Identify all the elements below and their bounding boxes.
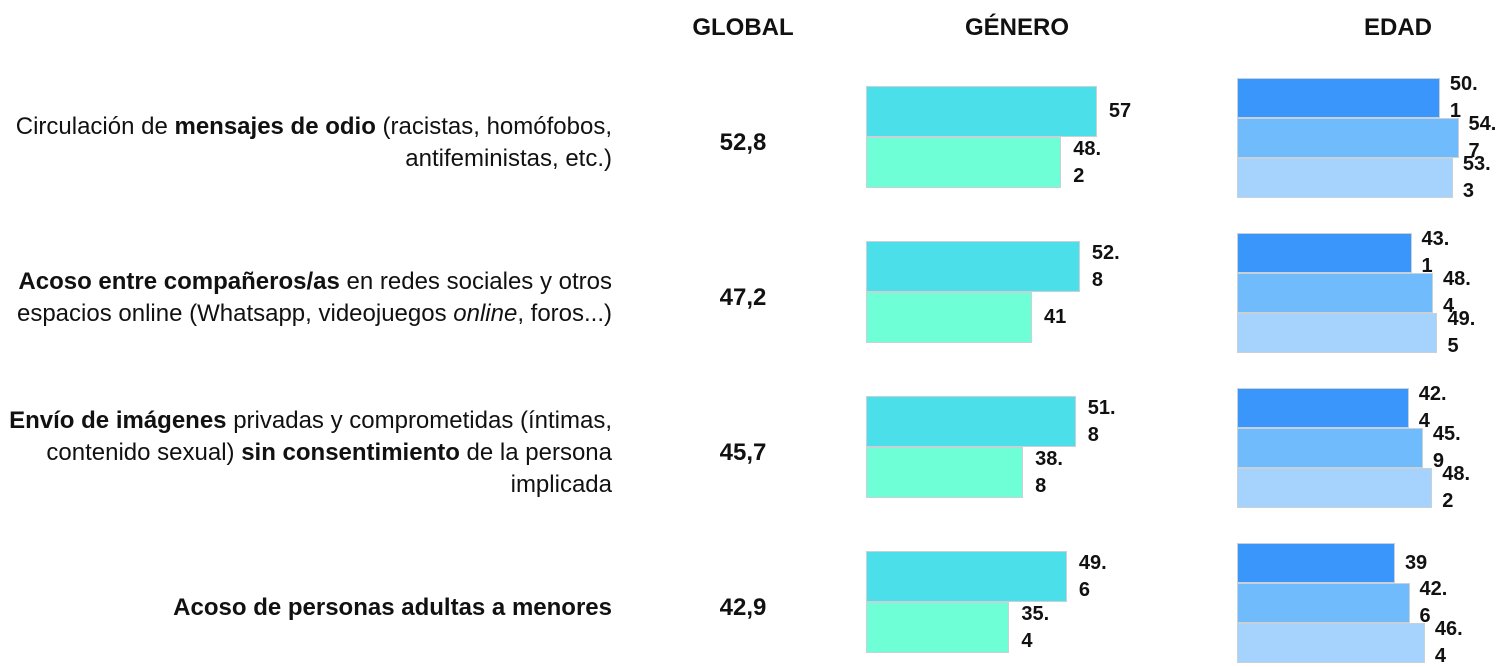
- label-part: Circulación de: [15, 113, 175, 140]
- age-bar: [1237, 158, 1453, 198]
- value-label: 43.1: [1421, 228, 1450, 277]
- gender-bar: [866, 292, 1033, 343]
- value-label: 49.5: [1447, 308, 1476, 357]
- value-label: 46.4: [1434, 618, 1463, 667]
- value-label: 45.9: [1432, 423, 1461, 472]
- value-label: 41: [1044, 306, 1067, 328]
- value-label: 35.4: [1021, 602, 1050, 652]
- global-value: 42,9: [719, 594, 767, 621]
- label-part: online: [453, 300, 518, 327]
- gender-bar: [866, 137, 1062, 188]
- age-bar: [1237, 468, 1433, 508]
- category-text: Envío de imágenes privadas y comprometid…: [0, 405, 612, 501]
- value-label: 50.1: [1449, 73, 1478, 122]
- value-label: 52.8: [1091, 241, 1120, 291]
- gender-bar: [866, 396, 1076, 447]
- category-label: Acoso de personas adultas a menores: [0, 533, 612, 667]
- value-label: 42.6: [1419, 578, 1448, 627]
- value-label: 54.7: [1468, 113, 1497, 162]
- gender-bar: [866, 602, 1010, 653]
- global-value: 47,2: [719, 284, 767, 311]
- header: GLOBAL: [692, 14, 794, 41]
- gender-bar: [866, 447, 1024, 498]
- age-bar: [1237, 543, 1395, 583]
- gender-bar: [866, 86, 1097, 137]
- age-bar: [1237, 313, 1438, 353]
- category-label: Envío de imágenes privadas y comprometid…: [0, 378, 612, 528]
- age-bar: [1237, 273, 1434, 313]
- label-part: sin consentimiento: [241, 439, 460, 466]
- label-part: en redes sociales y otros espacios onlin…: [16, 268, 612, 327]
- category-label: Acoso entre compañeros/as en redes socia…: [0, 223, 612, 373]
- category-text: Acoso entre compañeros/as en redes socia…: [0, 266, 612, 330]
- value-label: 48.2: [1442, 463, 1471, 512]
- age-bar: [1237, 623, 1425, 663]
- value-label: 53.3: [1462, 153, 1491, 202]
- age-bar: [1237, 233, 1412, 273]
- value-label: 51.8: [1087, 396, 1116, 446]
- header: GÉNERO: [964, 14, 1069, 41]
- age-bar: [1237, 428, 1423, 468]
- global-value: 52,8: [719, 129, 767, 156]
- value-label: 49.6: [1078, 551, 1107, 601]
- label-part: (racistas, homófobos, antifeministas, et…: [375, 113, 612, 172]
- label-part: Acoso de personas adultas a menores: [173, 594, 612, 621]
- age-bar: [1237, 118, 1459, 158]
- value-label: 48.2: [1073, 137, 1102, 187]
- value-label: 39: [1404, 551, 1428, 574]
- label-part: Acoso entre compañeros/as: [18, 268, 340, 295]
- label-part: mensajes de odio: [174, 113, 376, 140]
- gender-bar: [866, 241, 1080, 292]
- category-text: Circulación de mensajes de odio (racista…: [0, 111, 612, 175]
- label-part: de la persona implicada: [459, 439, 612, 498]
- header: EDAD: [1363, 14, 1432, 41]
- category-text: Acoso de personas adultas a menores: [0, 592, 612, 624]
- value-label: 57: [1108, 100, 1132, 122]
- label-part: , foros...): [517, 300, 612, 327]
- global-value: 45,7: [719, 439, 767, 466]
- label-part: Envío de imágenes: [9, 407, 227, 434]
- category-label: Circulación de mensajes de odio (racista…: [0, 68, 612, 218]
- label-part: privadas y comprometidas (íntimas, conte…: [46, 407, 612, 466]
- age-bar: [1237, 78, 1440, 118]
- age-bar: [1237, 388, 1409, 428]
- age-bar: [1237, 583, 1410, 623]
- value-label: 42.4: [1418, 383, 1447, 432]
- value-label: 38.8: [1035, 447, 1063, 497]
- value-label: 48.4: [1443, 268, 1471, 317]
- gender-bar: [866, 551, 1067, 602]
